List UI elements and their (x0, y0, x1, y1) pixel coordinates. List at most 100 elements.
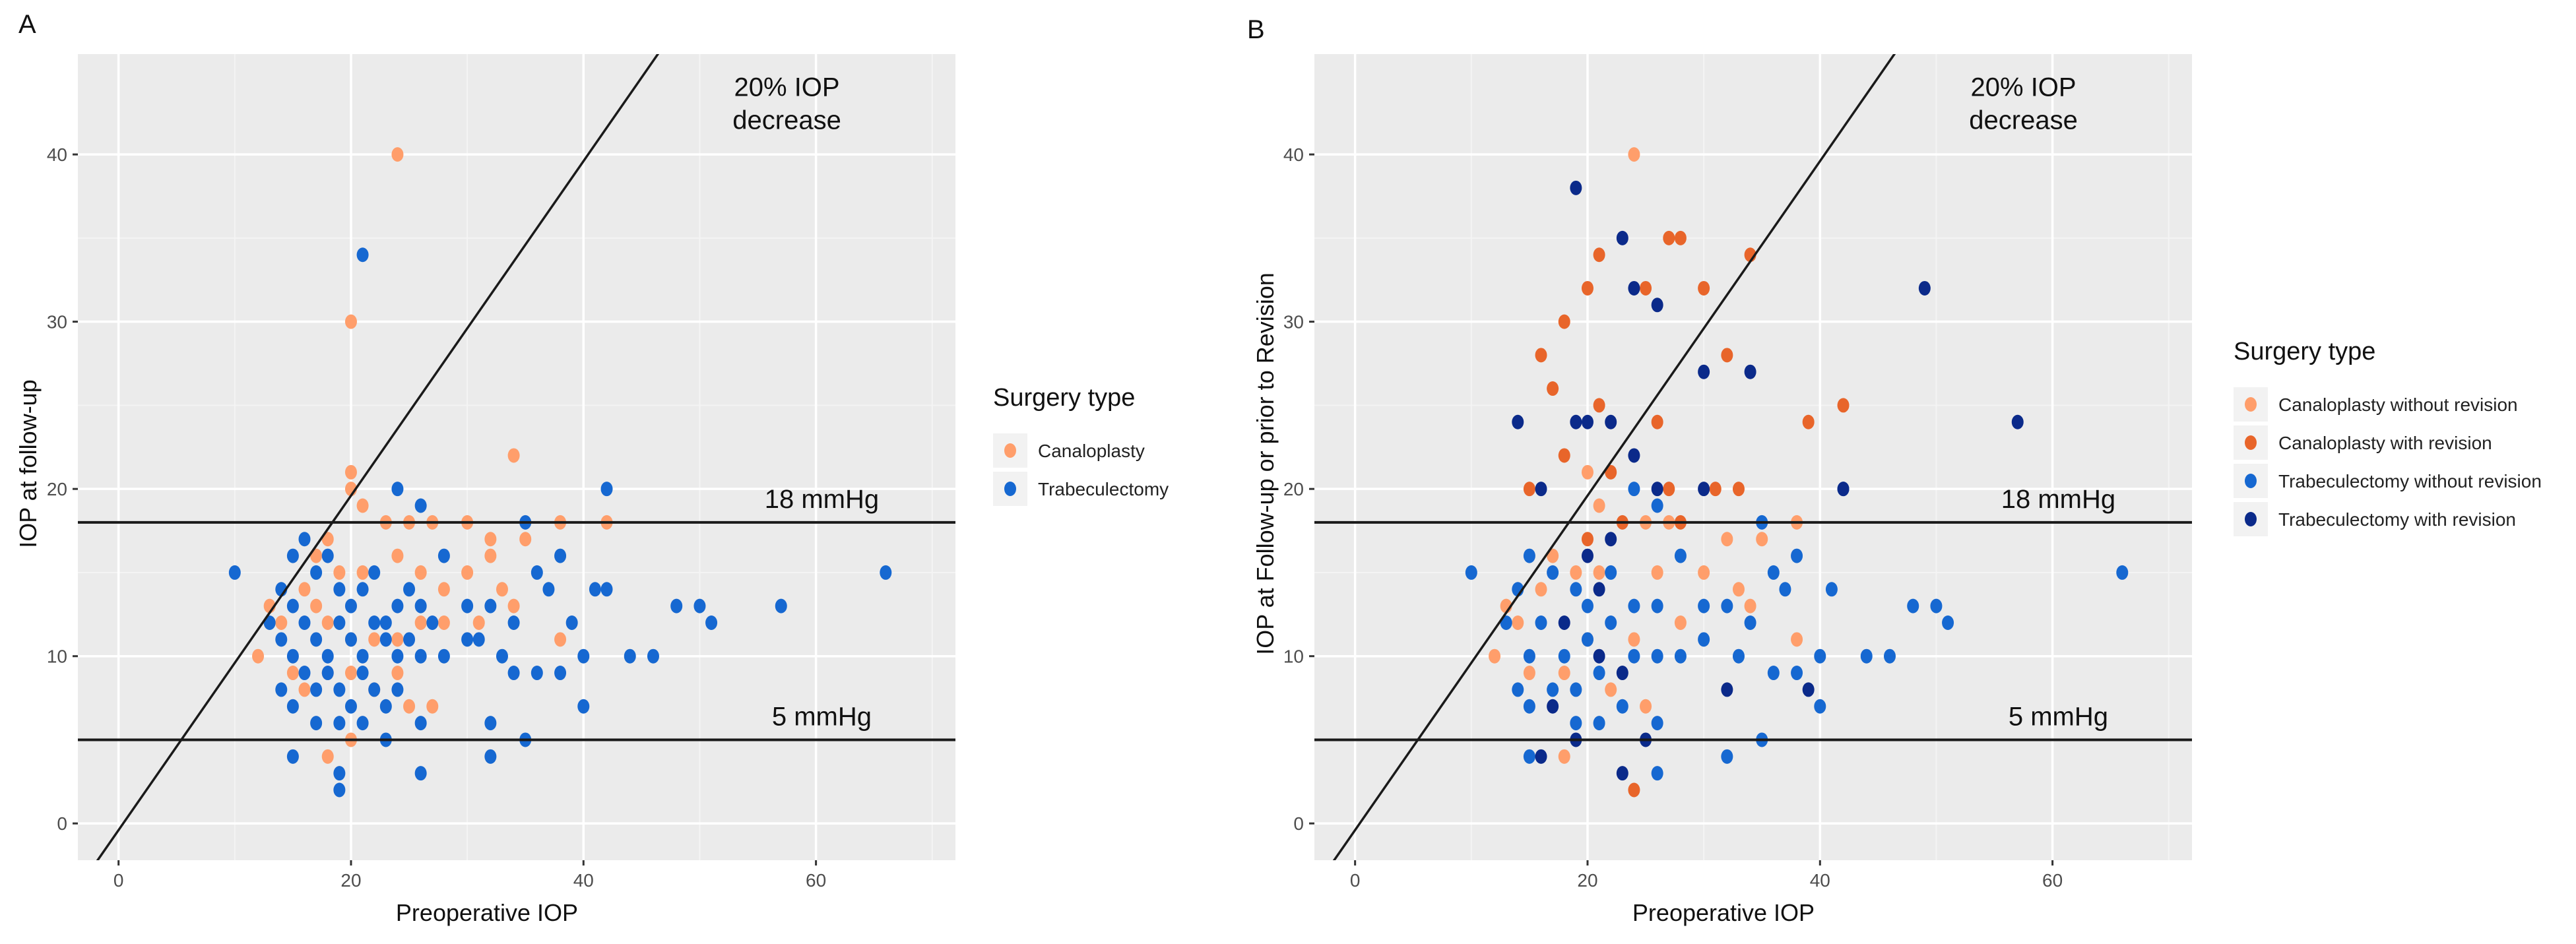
point-canaloplasty (286, 666, 299, 681)
point-trabeculectomy-without-revision (1744, 615, 1756, 630)
point-canaloplasty-with-revision (1663, 482, 1675, 497)
point-trabeculectomy-without-revision (1930, 598, 1943, 614)
x-axis-title: Preoperative IOP (396, 899, 578, 926)
panel-B: 18 mmHg 5 mmHg 20% IOP decrease 0 20 40 60 0 10 20… (1247, 15, 2542, 926)
point-canaloplasty (403, 699, 416, 714)
legend-swatch (1004, 482, 1016, 496)
point-trabeculectomy-without-revision (1791, 666, 1803, 681)
x-axis-title: Preoperative IOP (1632, 899, 1815, 926)
point-trabeculectomy (321, 648, 334, 664)
point-canaloplasty (344, 464, 357, 480)
point-canaloplasty (437, 615, 450, 630)
point-trabeculectomy-without-revision (1523, 749, 1535, 764)
legend-label: Canaloplasty with revision (2278, 433, 2492, 453)
point-trabeculectomy-without-revision (1593, 716, 1605, 731)
point-canaloplasty (252, 648, 265, 664)
point-trabeculectomy-without-revision (1767, 565, 1780, 580)
point-trabeculectomy-without-revision (1825, 582, 1838, 597)
point-canaloplasty-with-revision (1663, 230, 1675, 245)
point-trabeculectomy-with-revision (1721, 682, 1733, 697)
point-trabeculectomy (286, 598, 299, 614)
point-canaloplasty (344, 666, 357, 681)
y-axis-title: IOP at follow-up (15, 379, 42, 548)
point-trabeculectomy (368, 615, 381, 630)
point-trabeculectomy-with-revision (1581, 414, 1594, 429)
point-canaloplasty (472, 615, 485, 630)
point-trabeculectomy-without-revision (1651, 766, 1663, 781)
point-canaloplasty-with-revision (1581, 532, 1594, 547)
y-tick-label: 40 (1283, 144, 1304, 165)
point-canaloplasty-with-revision (1709, 482, 1722, 497)
point-trabeculectomy-without-revision (1547, 682, 1559, 697)
point-trabeculectomy (356, 716, 369, 731)
point-trabeculectomy-with-revision (1512, 414, 1524, 429)
legend-label: Canaloplasty (1038, 441, 1145, 461)
legend-swatch (2245, 512, 2257, 526)
y-axis-title: IOP at Follow-up or prior to Revision (1252, 272, 1279, 655)
legend-swatch (2245, 435, 2257, 450)
point-canaloplasty-with-revision (1593, 247, 1605, 263)
point-canaloplasty (484, 548, 497, 563)
point-trabeculectomy-with-revision (1628, 448, 1640, 463)
point-trabeculectomy-without-revision (1500, 615, 1512, 630)
annotation-18-mmhg: 18 mmHg (765, 485, 879, 514)
point-canaloplasty (368, 632, 381, 647)
point-trabeculectomy (298, 615, 311, 630)
point-trabeculectomy-with-revision (1698, 364, 1710, 379)
point-canaloplasty (391, 666, 404, 681)
point-canaloplasty-with-revision (1593, 398, 1605, 413)
point-trabeculectomy-without-revision (1570, 716, 1582, 731)
point-trabeculectomy (554, 548, 567, 563)
legend-swatch (1004, 443, 1016, 458)
reference-lines (78, 54, 955, 860)
point-trabeculectomy-without-revision (1651, 648, 1663, 664)
point-canaloplasty-without-revision (1628, 632, 1640, 647)
point-canaloplasty-with-revision (1674, 230, 1687, 245)
y-tick-label: 40 (47, 144, 67, 165)
point-canaloplasty (414, 565, 427, 580)
point-trabeculectomy (321, 666, 334, 681)
y-tick-label: 10 (1283, 646, 1304, 667)
point-canaloplasty-with-revision (1628, 782, 1640, 798)
point-trabeculectomy-with-revision (1837, 482, 1850, 497)
point-trabeculectomy (461, 632, 474, 647)
reference-lines (1314, 54, 2192, 860)
point-trabeculectomy-with-revision (1570, 180, 1582, 195)
point-trabeculectomy (275, 632, 288, 647)
point-trabeculectomy-without-revision (1581, 632, 1594, 647)
point-canaloplasty-with-revision (1837, 398, 1850, 413)
point-trabeculectomy-with-revision (1616, 230, 1628, 245)
x-tick-label: 60 (806, 870, 826, 891)
point-canaloplasty (321, 615, 334, 630)
point-trabeculectomy-with-revision (1802, 682, 1815, 697)
y-tick-label: 30 (1283, 312, 1304, 332)
point-trabeculectomy (775, 598, 787, 614)
point-canaloplasty (496, 582, 508, 597)
point-trabeculectomy (286, 548, 299, 563)
point-trabeculectomy-without-revision (1674, 548, 1687, 563)
annotation-5-mmhg: 5 mmHg (2009, 702, 2108, 731)
legend: Surgery type Canaloplasty Trabeculectomy (993, 384, 1169, 506)
point-trabeculectomy-without-revision (1907, 598, 1919, 614)
point-trabeculectomy-without-revision (1628, 482, 1640, 497)
annotation-18-mmhg: 18 mmHg (2001, 485, 2115, 514)
point-trabeculectomy (379, 699, 392, 714)
point-trabeculectomy-with-revision (1616, 666, 1628, 681)
point-trabeculectomy (670, 598, 683, 614)
point-trabeculectomy (286, 749, 299, 764)
point-trabeculectomy-without-revision (1732, 648, 1745, 664)
point-trabeculectomy-with-revision (1651, 298, 1663, 313)
point-trabeculectomy (693, 598, 706, 614)
x-tick-label: 60 (2042, 870, 2063, 891)
point-trabeculectomy-without-revision (2116, 565, 2129, 580)
point-trabeculectomy-without-revision (1814, 648, 1826, 664)
diagonal-20pct-line (1332, 54, 1896, 860)
point-trabeculectomy-with-revision (1535, 749, 1547, 764)
panel-label: A (18, 10, 36, 39)
point-trabeculectomy-without-revision (1698, 632, 1710, 647)
point-trabeculectomy-without-revision (1698, 598, 1710, 614)
x-tick-label: 40 (1810, 870, 1830, 891)
point-trabeculectomy (356, 666, 369, 681)
point-trabeculectomy-with-revision (1547, 699, 1559, 714)
